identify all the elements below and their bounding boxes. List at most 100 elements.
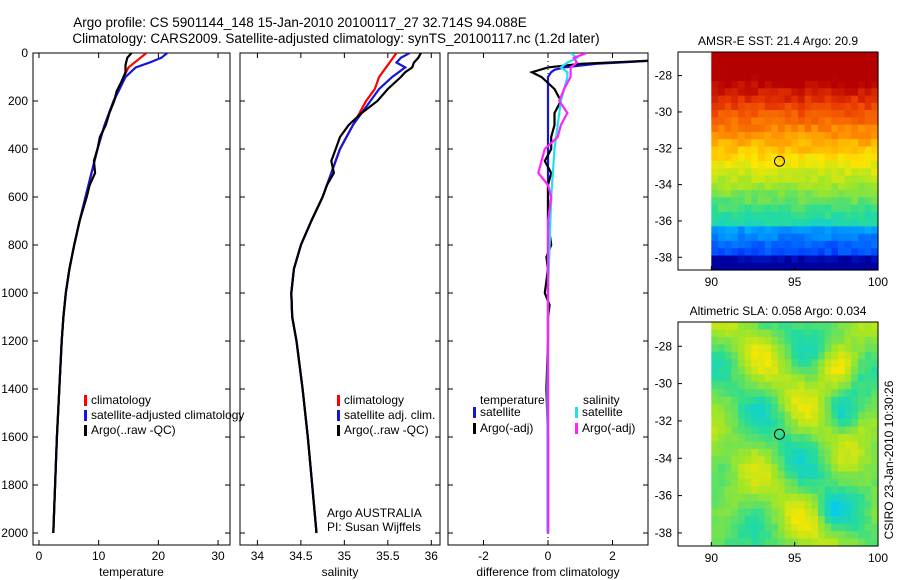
heatmap-cell-sla_map (744, 329, 752, 338)
series-line-salinity-2 (290, 53, 422, 534)
temperature-legend-item-1-swatch (84, 410, 87, 421)
heatmap-cell-sst_map (844, 255, 852, 264)
heatmap-cell-sst_map (724, 131, 732, 140)
heatmap-cell-sla_map (844, 344, 852, 353)
heatmap-cell-sla_map (818, 486, 826, 495)
heatmap-cell-sla_map (784, 322, 792, 331)
heatmap-cell-sst_map (758, 197, 766, 206)
heatmap-cell-sst_map (798, 95, 806, 104)
heatmap-cell-sla_map (731, 508, 739, 517)
heatmap-cell-sst_map (711, 153, 719, 162)
heatmap-cell-sst_map (858, 248, 866, 257)
heatmap-cell-sla_map (871, 531, 879, 540)
heatmap-cell-sst_map (811, 182, 819, 191)
heatmap-cell-sst_map (864, 190, 872, 198)
heatmap-cell-sst_map (771, 81, 779, 89)
map-title-sst_map: AMSR-E SST: 21.4 Argo: 20.9 (698, 34, 858, 48)
heatmap-cell-sla_map (738, 471, 746, 480)
heatmap-cell-sla_map (811, 396, 819, 405)
heatmap-cell-sst_map (731, 262, 739, 271)
heatmap-cell-sst_map (778, 153, 786, 162)
heatmap-cell-sla_map (744, 351, 752, 360)
heatmap-cell-sst_map (784, 73, 792, 82)
heatmap-cell-sla_map (844, 404, 852, 413)
heatmap-cell-sla_map (858, 374, 866, 383)
heatmap-cell-sla_map (871, 366, 879, 375)
argo-location-marker-sst_map (773, 155, 785, 167)
heatmap-cell-sla_map (731, 344, 739, 353)
heatmap-cell-sst_map (718, 248, 726, 257)
heatmap-cell-sst_map (778, 52, 786, 60)
heatmap-cell-sla_map (804, 434, 812, 443)
heatmap-cell-sla_map (831, 329, 839, 338)
heatmap-cell-sst_map (811, 248, 819, 257)
heatmap-cell-sst_map (864, 88, 872, 97)
heatmap-cell-sst_map (844, 124, 852, 133)
heatmap-cell-sla_map (758, 329, 766, 338)
y-tick-label-temperature: 1600 (1, 430, 28, 444)
heatmap-cell-sst_map (831, 255, 839, 264)
heatmap-cell-sst_map (744, 153, 752, 162)
heatmap-cell-sla_map (831, 456, 839, 465)
heatmap-cell-sla_map (731, 336, 739, 345)
heatmap-cell-sst_map (751, 255, 759, 264)
heatmap-cell-sla_map (791, 523, 799, 532)
heatmap-cell-sst_map (811, 73, 819, 82)
heatmap-cell-sla_map (824, 456, 832, 465)
heatmap-cell-sla_map (844, 419, 852, 428)
heatmap-cell-sla_map (744, 389, 752, 398)
map-y-tick-label-sst_map: -28 (655, 69, 673, 83)
heatmap-cell-sla_map (784, 493, 792, 502)
heatmap-cell-sla_map (791, 486, 799, 495)
heatmap-cell-sst_map (871, 190, 879, 198)
heatmap-cell-sla_map (744, 404, 752, 413)
heatmap-cell-sla_map (838, 501, 846, 510)
heatmap-cell-sst_map (731, 219, 739, 227)
heatmap-cell-sla_map (778, 441, 786, 450)
heatmap-cell-sst_map (718, 102, 726, 111)
heatmap-cell-sst_map (778, 102, 786, 111)
heatmap-cell-sla_map (804, 516, 812, 525)
heatmap-cell-sst_map (791, 182, 799, 191)
temperature-legend-item-0-swatch (84, 395, 87, 406)
heatmap-cell-sst_map (818, 190, 826, 198)
heatmap-cell-sst_map (791, 161, 799, 169)
heatmap-cell-sst_map (764, 102, 772, 111)
heatmap-cell-sst_map (744, 233, 752, 242)
heatmap-cell-sst_map (851, 219, 859, 227)
heatmap-cell-sla_map (811, 374, 819, 383)
heatmap-cell-sla_map (804, 463, 812, 472)
heatmap-cell-sst_map (724, 255, 732, 264)
heatmap-cell-sla_map (824, 381, 832, 390)
heatmap-cell-sla_map (818, 322, 826, 331)
heatmap-cell-sst_map (718, 95, 726, 104)
heatmap-cell-sla_map (831, 419, 839, 428)
x-tick-label-salinity: 34.5 (289, 549, 313, 563)
heatmap-cell-sla_map (831, 463, 839, 472)
heatmap-cell-sla_map (798, 501, 806, 510)
heatmap-cell-sla_map (851, 419, 859, 428)
heatmap-cell-sst_map (744, 204, 752, 213)
heatmap-cell-sla_map (784, 359, 792, 368)
heatmap-cell-sst_map (751, 219, 759, 227)
heatmap-cell-sst_map (758, 240, 766, 249)
heatmap-cell-sla_map (711, 471, 719, 480)
heatmap-cell-sst_map (791, 255, 799, 264)
heatmap-cell-sla_map (758, 508, 766, 517)
heatmap-cell-sla_map (858, 389, 866, 398)
heatmap-cell-sla_map (798, 374, 806, 383)
heatmap-cell-sst_map (858, 204, 866, 213)
heatmap-cell-sla_map (771, 366, 779, 375)
heatmap-cell-sst_map (831, 240, 839, 249)
heatmap-cell-sst_map (824, 52, 832, 60)
heatmap-cell-sst_map (804, 73, 812, 82)
heatmap-cell-sla_map (758, 411, 766, 420)
heatmap-cell-sst_map (851, 131, 859, 140)
heatmap-cell-sla_map (824, 419, 832, 428)
heatmap-cell-sst_map (718, 110, 726, 118)
heatmap-cell-sst_map (851, 248, 859, 257)
heatmap-cell-sst_map (778, 124, 786, 133)
heatmap-cell-sst_map (744, 124, 752, 133)
heatmap-cell-sst_map (718, 66, 726, 75)
heatmap-cell-sla_map (784, 538, 792, 547)
